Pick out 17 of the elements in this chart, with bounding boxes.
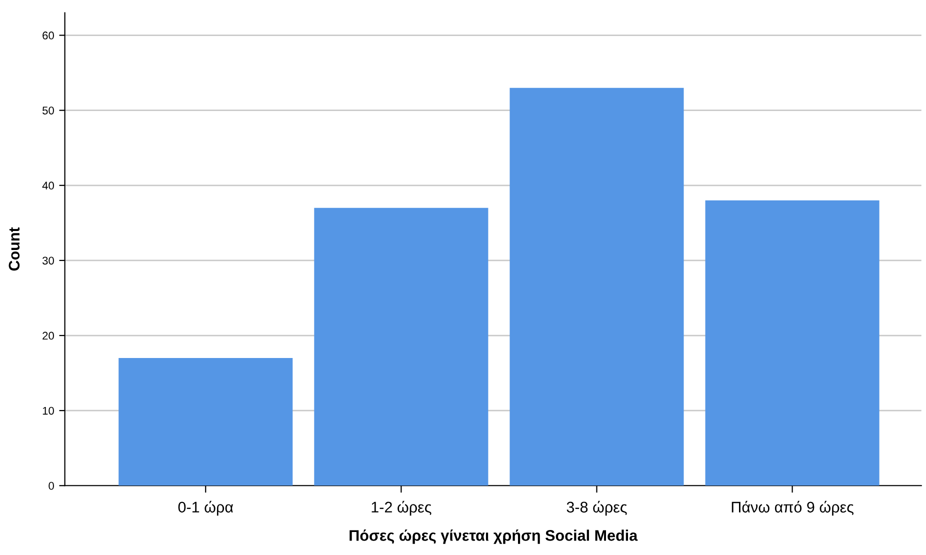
y-tick-label: 60	[42, 32, 54, 40]
x-tick-label: 3-8 ώρες	[566, 500, 627, 516]
y-tick-label: 20	[42, 332, 54, 340]
x-axis-title: Πόσες ώρες γίνεται χρήση Social Media	[350, 529, 638, 544]
y-tick-label: 40	[42, 182, 54, 190]
x-tick-label: 0-1 ώρα	[178, 500, 234, 516]
y-tick-label: 50	[42, 106, 54, 114]
y-tick-label: 30	[42, 256, 54, 265]
x-tick-label: 1-2 ώρες	[372, 500, 432, 516]
y-tick-label: 10	[42, 406, 54, 415]
x-tick-label: Πάνω από 9 ώρες	[732, 500, 854, 516]
bar	[510, 88, 684, 486]
bar	[314, 208, 488, 486]
y-axis-title: Count	[8, 227, 20, 271]
bar	[705, 200, 880, 486]
y-tick-label: 0	[48, 482, 54, 490]
bar	[118, 358, 293, 486]
